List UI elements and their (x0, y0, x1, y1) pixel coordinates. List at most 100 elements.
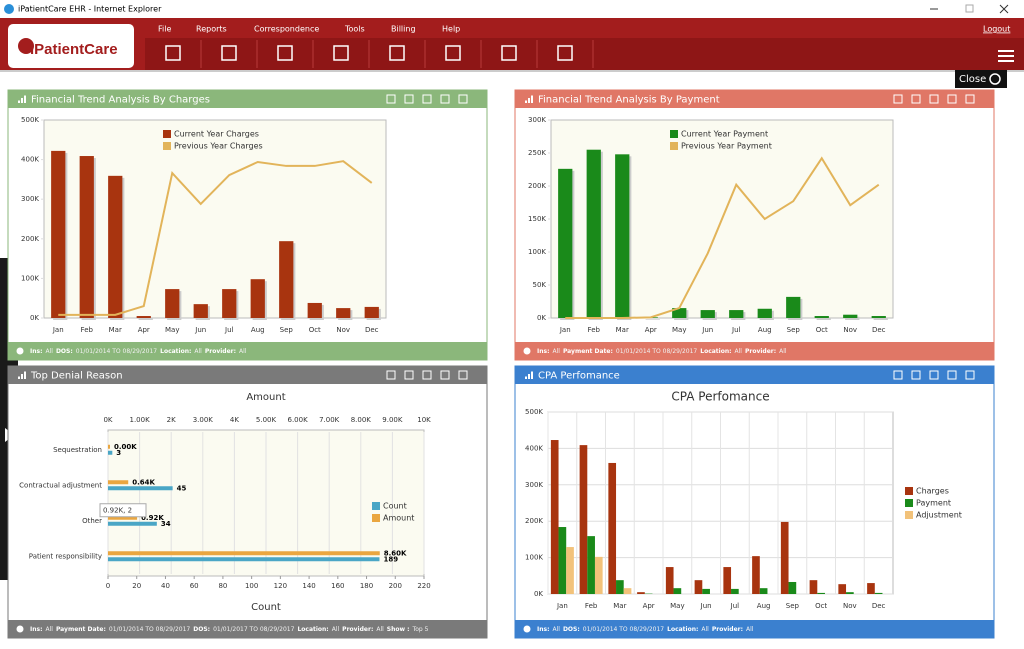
line (565, 156, 880, 319)
y-tick-label: 100K (525, 554, 543, 562)
panel-tool[interactable] (893, 370, 903, 380)
bar (780, 521, 789, 594)
menu-item[interactable]: Correspondence (254, 25, 319, 34)
info-icon (16, 347, 24, 355)
filter-label: Payment Date: (563, 348, 613, 355)
x-tick-label: Mar (109, 326, 122, 334)
menu-item[interactable]: Reports (196, 25, 227, 34)
x-tick-label: 1.00K (130, 416, 151, 424)
x2-tick-label: 160 (331, 582, 344, 590)
bar (594, 556, 603, 594)
filter-label: Ins: (537, 348, 549, 355)
panel-tool[interactable] (458, 94, 468, 104)
filter-value: 01/01/2014 TO 08/29/2017 (76, 348, 158, 355)
x-tick-label: Oct (309, 326, 321, 334)
panel-tool[interactable] (911, 94, 921, 104)
maximize[interactable] (965, 4, 974, 13)
y-tick-label: 0K (537, 314, 546, 322)
toolbar-icon[interactable] (277, 45, 293, 61)
category-label: Sequestration (53, 446, 102, 454)
data-label: 8.60K (384, 549, 407, 557)
panel-tool[interactable] (947, 370, 957, 380)
toolbar-icon[interactable] (165, 45, 181, 61)
toolbar-icon[interactable] (333, 45, 349, 61)
panel-icon (21, 374, 23, 379)
panel-tool[interactable] (404, 370, 414, 380)
panel-tool[interactable] (893, 94, 903, 104)
hamburger[interactable] (998, 50, 1014, 52)
x2-tick-label: 100 (245, 582, 258, 590)
bar (786, 296, 801, 318)
panel-tool[interactable] (440, 370, 450, 380)
toolbar-icon[interactable] (557, 45, 573, 61)
panel-tool[interactable] (404, 94, 414, 104)
panel-tool[interactable] (947, 94, 957, 104)
filter-label: Location: (700, 348, 731, 355)
menu-item[interactable]: File (158, 25, 171, 34)
x2-tick-label: 80 (218, 582, 227, 590)
panel-icon (18, 376, 20, 379)
x-tick-label: Aug (758, 326, 772, 334)
panel-footer (515, 342, 994, 360)
filter-value: All (701, 626, 709, 633)
y-tick-label: 150K (528, 215, 546, 223)
panel-tool[interactable] (386, 370, 396, 380)
menu-item[interactable]: Tools (344, 25, 365, 34)
hamburger (998, 55, 1014, 57)
y-tick-label: 500K (525, 408, 543, 416)
panel-tool[interactable] (929, 94, 939, 104)
toolbar-icon[interactable] (221, 45, 237, 61)
panel-tool[interactable] (422, 94, 432, 104)
panel-tool[interactable] (911, 370, 921, 380)
bar (752, 556, 760, 594)
panel-tool[interactable] (440, 94, 450, 104)
y-tick-label: 400K (525, 444, 543, 452)
bar (558, 527, 567, 594)
menu-item[interactable]: Help (442, 25, 460, 34)
toolbar-icon[interactable] (445, 45, 461, 61)
x-tick-label: Apr (138, 326, 150, 334)
panel-tool[interactable] (458, 370, 468, 380)
y-tick-label: 200K (528, 182, 546, 190)
panel-tool[interactable] (386, 94, 396, 104)
filter-value: All (735, 348, 743, 355)
panel-tool[interactable] (929, 370, 939, 380)
x-tick-label: May (672, 326, 686, 334)
bar (700, 310, 715, 318)
panel-tool[interactable] (965, 94, 975, 104)
x2-tick-label: 180 (360, 582, 373, 590)
legend-swatch (905, 511, 913, 519)
bar (108, 551, 380, 556)
bar (136, 316, 151, 318)
info-icon (523, 347, 531, 355)
x-tick-label: Apr (645, 326, 657, 334)
bar (587, 536, 595, 594)
panel-icon (528, 374, 530, 379)
logo-box[interactable] (8, 24, 134, 68)
filter-value: 01/01/2014 TO 08/29/2017 (583, 626, 665, 633)
toolbar-icon[interactable] (501, 45, 517, 61)
bar (694, 580, 703, 594)
x-tick-label: Apr (643, 602, 655, 610)
legend-label: Amount (383, 514, 414, 523)
bar (250, 279, 265, 318)
toolbar-icon[interactable] (389, 45, 405, 61)
bar (673, 588, 682, 594)
app-icon (4, 4, 14, 14)
x-tick-label: 6.00K (288, 416, 309, 424)
logout[interactable]: Logout (983, 25, 1010, 34)
close-label[interactable]: Close (959, 74, 986, 85)
panel-tool[interactable] (422, 370, 432, 380)
bar-shadow (845, 316, 860, 320)
x-tick-label: 3.00K (193, 416, 214, 424)
filter-value: All (45, 348, 53, 355)
menu-item[interactable]: Billing (391, 25, 416, 34)
bar (79, 156, 94, 318)
x2-tick-label: 20 (132, 582, 141, 590)
filter-label: DOS: (56, 348, 73, 355)
panel-tool[interactable] (965, 370, 975, 380)
plot-area (43, 119, 387, 319)
close-window[interactable] (999, 4, 1009, 14)
bar (759, 588, 768, 594)
